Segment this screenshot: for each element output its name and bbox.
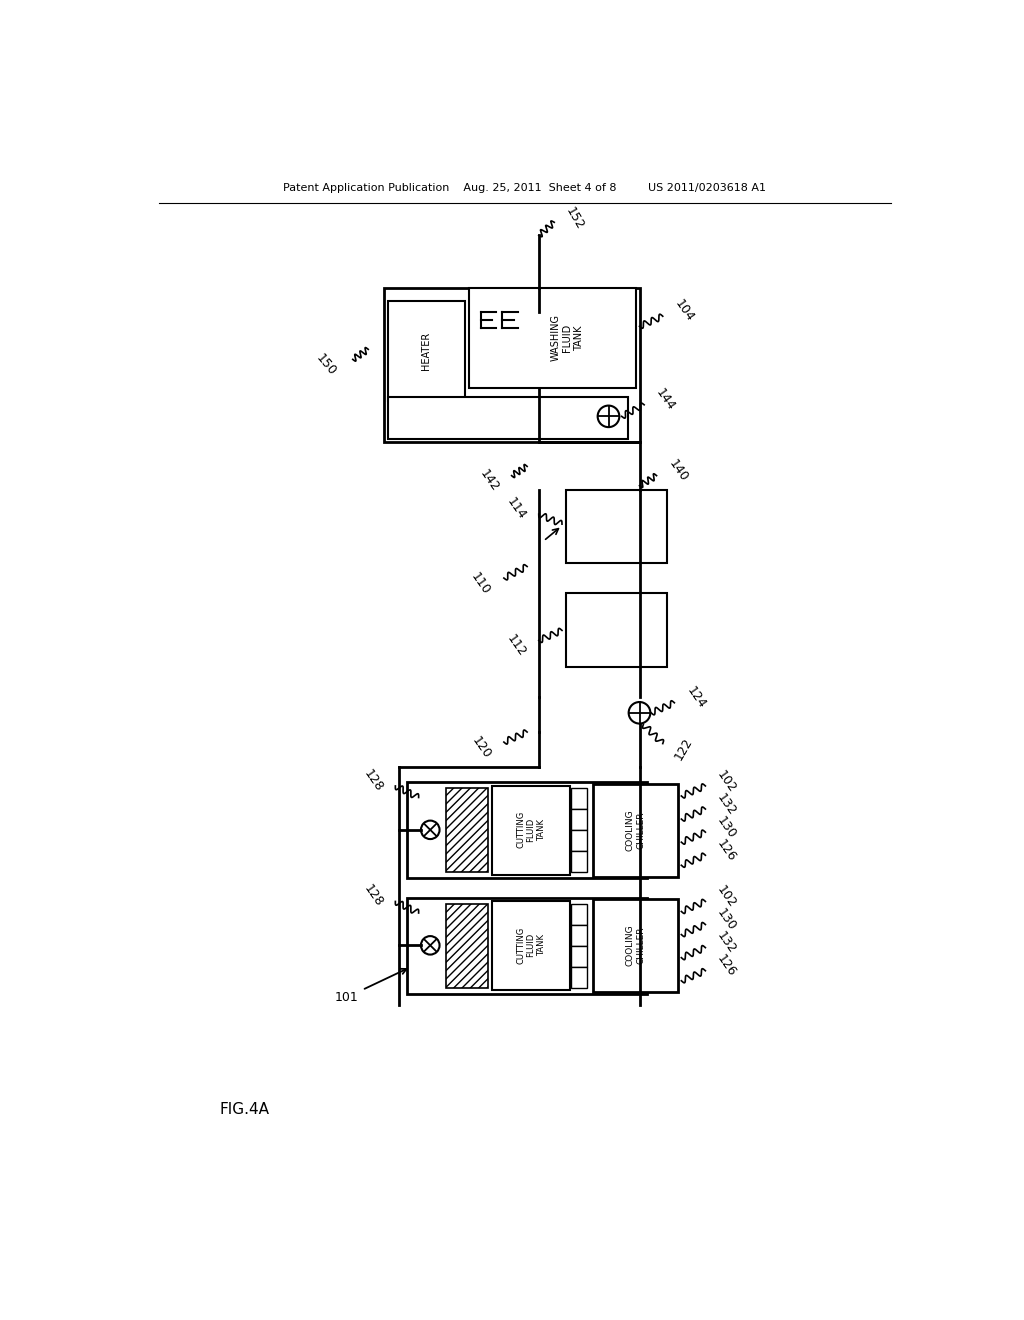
Text: 122: 122 [672, 735, 695, 763]
Text: 104: 104 [672, 297, 696, 325]
Bar [407, 898, 647, 994]
Text: FIG.4A: FIG.4A [219, 1102, 269, 1117]
Bar [407, 781, 647, 878]
Text: 132: 132 [715, 791, 739, 818]
Bar [571, 851, 587, 873]
Text: 124: 124 [684, 684, 709, 710]
Bar [388, 301, 465, 401]
Text: 132: 132 [715, 929, 739, 957]
Bar [566, 490, 667, 562]
Bar [566, 594, 667, 667]
Bar [593, 784, 678, 876]
Text: 120: 120 [470, 734, 494, 760]
Bar [384, 288, 640, 442]
Text: 128: 128 [361, 767, 385, 795]
Text: COOLING
CHILLER: COOLING CHILLER [626, 809, 645, 850]
Bar [571, 966, 587, 987]
Bar [571, 904, 587, 925]
Text: 144: 144 [653, 385, 678, 413]
Text: CUTTING
FLUID
TANK: CUTTING FLUID TANK [516, 812, 546, 849]
Bar [593, 899, 678, 993]
Bar [445, 788, 488, 873]
Text: 150: 150 [313, 351, 339, 378]
Bar [493, 785, 569, 874]
Bar [445, 904, 488, 987]
Bar [493, 902, 569, 990]
Bar [571, 925, 587, 945]
Text: 130: 130 [715, 814, 739, 841]
Text: 110: 110 [468, 570, 493, 597]
Text: 101: 101 [335, 991, 358, 1005]
Text: 102: 102 [715, 883, 739, 911]
Text: 114: 114 [505, 495, 528, 523]
Bar [388, 397, 628, 440]
Bar [571, 788, 587, 809]
Bar [571, 830, 587, 851]
Text: 152: 152 [563, 205, 587, 232]
Text: 126: 126 [715, 953, 739, 979]
Text: 128: 128 [361, 883, 385, 909]
Text: 140: 140 [667, 457, 691, 483]
Text: 112: 112 [505, 632, 528, 659]
Text: 126: 126 [715, 837, 739, 865]
Bar [571, 809, 587, 830]
Bar [469, 288, 636, 388]
Bar [571, 945, 587, 966]
Text: Patent Application Publication    Aug. 25, 2011  Sheet 4 of 8         US 2011/02: Patent Application Publication Aug. 25, … [284, 182, 766, 193]
Text: CUTTING
FLUID
TANK: CUTTING FLUID TANK [516, 927, 546, 964]
Text: COOLING
CHILLER: COOLING CHILLER [626, 924, 645, 966]
Text: HEATER: HEATER [421, 331, 431, 370]
Text: 142: 142 [477, 467, 502, 495]
Text: 130: 130 [715, 907, 739, 933]
Text: 102: 102 [715, 768, 739, 795]
Text: WASHING
FLUID
TANK: WASHING FLUID TANK [551, 314, 584, 362]
